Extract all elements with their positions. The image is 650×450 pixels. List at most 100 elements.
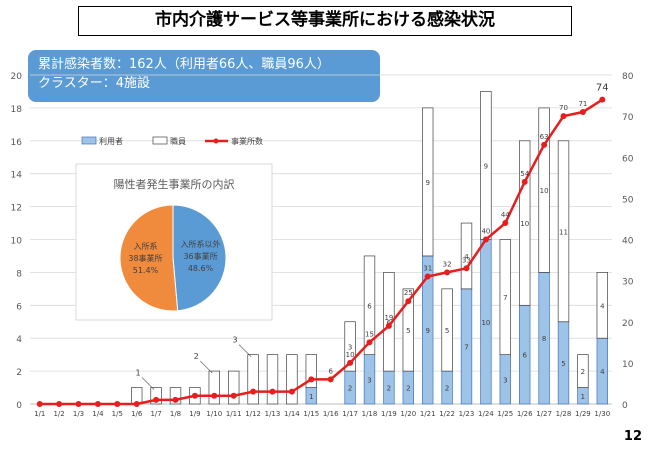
bar-staff	[169, 387, 182, 405]
y-left-tick-label: 20	[11, 72, 23, 82]
x-tick-label: 1/23	[459, 410, 475, 418]
bar-staff-value: 6	[367, 302, 372, 310]
y-left-tick-label: 16	[11, 138, 23, 148]
bar-staff	[305, 354, 317, 388]
line-sites-point	[191, 392, 198, 399]
line-sites-point	[424, 273, 431, 280]
pie-slice-label: 入所系	[133, 241, 157, 251]
line-sites-point	[308, 376, 315, 383]
bar-staff-value: 4	[464, 253, 469, 261]
line-sites-point	[250, 388, 257, 395]
line-sites-point	[579, 109, 586, 116]
line-sites-point	[230, 392, 237, 399]
bar-users-value: 8	[542, 335, 546, 343]
x-tick-label: 1/28	[556, 410, 572, 418]
bar-staff-value: 9	[484, 162, 488, 170]
bar-staff	[150, 387, 162, 405]
bar-staff	[286, 354, 298, 405]
line-sites-value: 63	[540, 133, 549, 141]
bar-users-value: 3	[503, 376, 507, 384]
bar-users-value: 2	[387, 385, 391, 393]
x-tick-label: 1/5	[112, 410, 123, 418]
bar-staff	[402, 288, 414, 372]
bar-staff	[208, 370, 220, 405]
x-tick-label: 1/10	[206, 410, 222, 418]
bar-staff-value: 5	[406, 327, 410, 335]
x-tick-label: 1/20	[400, 410, 416, 418]
line-sites-point	[269, 388, 276, 395]
bar-staff	[596, 272, 608, 339]
legend-staff-swatch	[152, 136, 168, 145]
line-sites-point	[482, 236, 489, 243]
x-tick-label: 1/4	[92, 410, 104, 418]
line-sites-point	[75, 401, 82, 407]
x-tick-label: 1/30	[594, 410, 610, 418]
bar-staff-value: 7	[503, 294, 507, 302]
legend-sites-marker	[213, 138, 219, 144]
y-left-tick-label: 0	[16, 401, 22, 411]
bar-staff	[228, 370, 240, 405]
line-sites-value: 15	[365, 330, 374, 338]
bar-users-value: 3	[367, 376, 371, 384]
pie-slice-label: 38事業所	[128, 253, 162, 263]
line-sites	[39, 98, 603, 406]
x-tick-label: 1/22	[439, 410, 455, 418]
y-right-tick-label: 80	[622, 72, 634, 82]
legend-sites-label: 事業所数	[231, 136, 263, 146]
pie-slice-label: 入所系以外	[181, 239, 221, 249]
bar-users-value: 5	[561, 360, 565, 368]
x-tick-label: 1/19	[381, 410, 397, 418]
pie-slice	[172, 204, 227, 312]
line-sites-value: 54	[520, 170, 529, 178]
x-tick-label: 1/7	[150, 410, 161, 418]
bar-staff	[499, 239, 511, 356]
line-sites-point	[133, 401, 140, 407]
bar-staff	[363, 255, 376, 355]
x-tick-label: 1/2	[53, 410, 64, 418]
y-left-tick-label: 6	[16, 302, 22, 312]
line-sites-value: 31	[423, 265, 432, 273]
x-tick-label: 1/15	[303, 410, 319, 418]
x-tick-label: 1/16	[323, 410, 339, 418]
x-tick-label: 1/18	[362, 410, 378, 418]
legend-users-label: 利用者	[99, 136, 123, 146]
line-sites-point	[560, 113, 567, 120]
line-sites-point	[327, 376, 334, 383]
bar-users-value: 9	[425, 327, 429, 335]
bar-staff-value: 5	[445, 327, 449, 335]
line-sites-point	[56, 401, 63, 407]
line-sites-value: 40	[481, 228, 490, 236]
x-tick-label: 1/11	[226, 410, 242, 418]
summary-box: 累計感染者数：162人（利用者66人、職員96人） クラスター：4施設	[28, 50, 380, 102]
bar-staff	[557, 140, 570, 323]
line-sites-point	[521, 178, 528, 185]
line-sites-point	[502, 220, 509, 227]
legend-staff-label: 職員	[170, 137, 186, 146]
pie-slice	[119, 204, 179, 312]
x-tick-label: 1/26	[517, 410, 533, 418]
x-tick-label: 1/24	[478, 410, 494, 418]
line-sites-point	[366, 339, 373, 346]
line-sites-point	[36, 401, 43, 407]
bar-staff	[441, 288, 453, 372]
line-sites-point	[288, 388, 295, 395]
x-tick-label: 1/21	[420, 410, 436, 418]
line-sites-point	[347, 359, 354, 366]
line-sites-point	[541, 141, 548, 148]
bar-users-value: 4	[600, 368, 605, 376]
bar-users-value: 6	[522, 352, 527, 360]
bar-staff	[422, 107, 434, 257]
x-tick-label: 1/17	[342, 410, 358, 418]
pie-slice-label: 48.6%	[188, 264, 214, 273]
y-right-tick-label: 10	[622, 360, 634, 370]
total-cases-text: 累計感染者数：162人（利用者66人、職員96人）	[38, 57, 330, 72]
bar-staff	[460, 222, 473, 290]
bar-staff	[247, 354, 259, 405]
bar-users-value: 10	[481, 319, 490, 327]
line-sites-point	[385, 322, 392, 329]
x-tick-label: 1/27	[536, 410, 552, 418]
bar-staff	[577, 354, 589, 388]
bar-callout-line	[200, 360, 213, 374]
bar-staff-value: 9	[425, 179, 429, 187]
